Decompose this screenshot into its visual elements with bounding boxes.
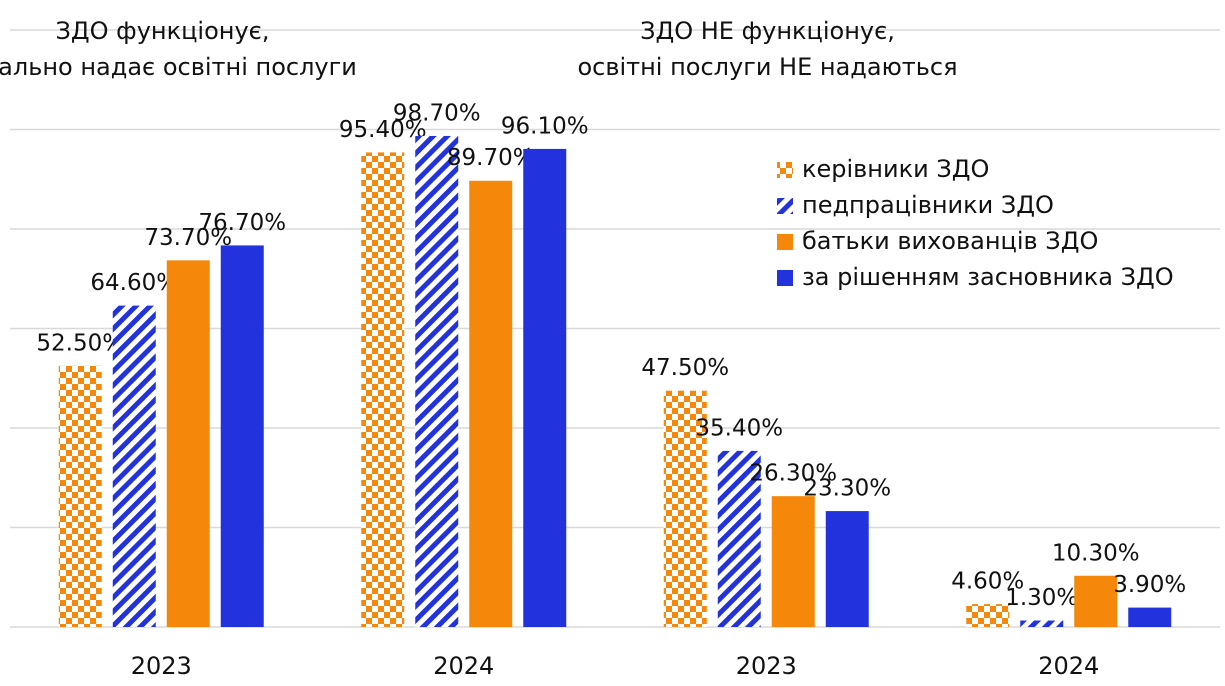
legend-label: керівники ЗДО — [802, 155, 989, 183]
legend-label: педпрацівники ЗДО — [802, 191, 1054, 219]
legend-swatch — [777, 162, 793, 178]
data-label: 3.90% — [1113, 572, 1186, 598]
data-label: 52.50% — [36, 330, 124, 356]
bar — [1020, 620, 1064, 627]
group-title: ЗДО функціонує, — [56, 17, 270, 45]
bar — [469, 180, 513, 627]
legend-swatch — [777, 198, 793, 214]
bar — [58, 365, 102, 627]
bar — [825, 511, 869, 627]
bar — [361, 152, 405, 627]
data-label: 10.30% — [1052, 540, 1140, 566]
x-tick-label: 2024 — [1038, 652, 1099, 680]
data-label: 89.70% — [447, 145, 535, 171]
bar — [1074, 575, 1118, 627]
x-tick-label: 2024 — [433, 652, 494, 680]
group-title: ЗДО НЕ функціонує, — [640, 17, 895, 45]
bar — [523, 148, 567, 627]
bar — [717, 450, 761, 627]
data-label: 35.40% — [695, 415, 783, 441]
legend-swatch — [777, 234, 793, 250]
group-title: реально надає освітні послуги — [0, 53, 357, 81]
data-label: 73.70% — [144, 225, 232, 251]
legend-label: батьки вихованців ЗДО — [802, 227, 1098, 255]
bar — [220, 245, 264, 628]
data-label: 96.10% — [501, 113, 589, 139]
bar — [771, 496, 815, 627]
data-label: 4.60% — [951, 569, 1024, 595]
bar — [166, 260, 210, 627]
data-label: 64.60% — [90, 270, 178, 296]
data-label: 47.50% — [641, 355, 729, 381]
data-label: 76.70% — [198, 210, 286, 236]
x-tick-label: 2023 — [131, 652, 192, 680]
bar — [415, 135, 459, 627]
bar — [112, 305, 156, 627]
bar — [966, 604, 1010, 627]
legend-label: за рішенням засновника ЗДО — [802, 263, 1174, 291]
data-label: 95.40% — [339, 117, 427, 143]
legend-swatch — [777, 270, 793, 286]
bar — [663, 390, 707, 627]
data-label: 26.30% — [749, 461, 837, 487]
group-title: освітні послуги НЕ надаються — [577, 53, 957, 81]
data-label: 1.30% — [1005, 585, 1078, 611]
x-tick-label: 2023 — [736, 652, 797, 680]
data-label: 23.30% — [803, 476, 891, 502]
data-label: 98.70% — [393, 100, 481, 126]
bar — [1128, 607, 1172, 627]
